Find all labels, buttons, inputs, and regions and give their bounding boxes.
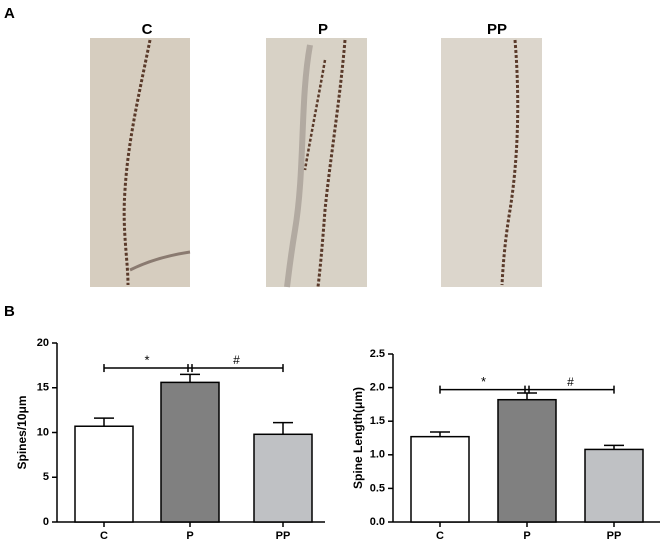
dendrite	[122, 39, 152, 286]
panel-label: A	[4, 5, 15, 22]
significance-mark: #	[567, 375, 574, 389]
bar	[410, 435, 470, 523]
y-axis-label: Spine Length(μm)	[351, 387, 365, 489]
bar	[253, 433, 313, 523]
micrographs	[90, 38, 542, 288]
y-tick-label: 2.5	[370, 348, 385, 360]
y-axis-label: Spines/10μm	[15, 395, 29, 469]
image-label: C	[142, 21, 153, 38]
image	[266, 38, 367, 287]
x-tick-label: PP	[276, 530, 291, 542]
significance-mark: *	[144, 352, 149, 367]
significance-mark: #	[233, 353, 240, 367]
significance-mark: *	[481, 374, 486, 389]
y-tick-label: 1.5	[370, 415, 385, 427]
image-label: PP	[487, 21, 507, 38]
bar	[74, 425, 134, 523]
x-tick-label: P	[523, 530, 530, 542]
y-tick-label: 5	[43, 471, 49, 483]
dendrite	[316, 39, 347, 288]
y-tick-label: 2.0	[370, 382, 385, 394]
bar	[497, 398, 557, 523]
y-tick-label: 1.0	[370, 449, 385, 461]
y-tick-label: 0.5	[370, 482, 385, 494]
dendrite	[284, 44, 313, 288]
x-tick-label: C	[100, 530, 108, 542]
x-tick-label: PP	[607, 530, 622, 542]
y-tick-label: 0	[43, 516, 49, 528]
image	[90, 38, 190, 287]
y-tick-label: 10	[37, 426, 49, 438]
dendrite	[129, 250, 191, 272]
panel-label: B	[4, 303, 15, 320]
y-tick-label: 20	[37, 337, 49, 349]
y-tick-label: 15	[37, 382, 49, 394]
bar	[584, 448, 644, 523]
x-tick-label: C	[436, 530, 444, 542]
y-tick-label: 0.0	[370, 516, 385, 528]
image	[441, 38, 542, 287]
x-tick-label: P	[186, 530, 193, 542]
image-label: P	[318, 21, 328, 38]
bar	[160, 381, 220, 523]
dendrite	[303, 59, 327, 171]
